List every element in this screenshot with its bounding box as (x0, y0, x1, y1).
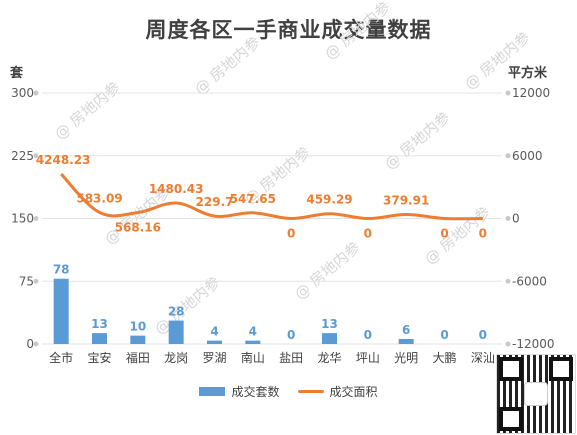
bar-data-label: 0 (364, 328, 372, 342)
legend-bar-label: 成交套数 (231, 385, 280, 399)
watermark-text: @ 房地内参 (461, 28, 534, 93)
line-data-label: 0 (287, 227, 295, 241)
legend-line-label: 成交面积 (329, 385, 378, 399)
left-tick-label: 300 (11, 86, 34, 100)
left-tick-dot (33, 341, 39, 347)
left-tick-dot (33, 278, 39, 284)
right-tick-label: 0 (512, 212, 520, 226)
left-tick-label: 225 (11, 149, 34, 163)
legend-line-swatch (297, 390, 324, 393)
x-tick-label: 盐田 (279, 351, 303, 365)
bar-data-label: 0 (479, 328, 487, 342)
x-tick-label: 罗湖 (202, 350, 226, 365)
line-data-label: 0 (479, 227, 487, 241)
bar-data-label: 28 (168, 305, 185, 319)
x-tick-label: 南山 (241, 350, 265, 365)
bar-data-label: 78 (53, 263, 70, 277)
line-data-label: 379.91 (383, 194, 429, 208)
x-tick-label: 光明 (394, 351, 418, 365)
line-data-label: 547.65 (230, 192, 276, 206)
left-tick-dot (33, 216, 39, 221)
line-data-label: 583.09 (76, 191, 122, 205)
bar (245, 340, 261, 344)
watermark-text: @ 房地内参 (381, 108, 454, 173)
bar-data-label: 4 (210, 325, 218, 339)
legend-item-line: 成交面积 (297, 383, 378, 400)
line-data-label: 459.29 (306, 193, 352, 207)
x-tick-label: 龙华 (317, 351, 341, 365)
right-tick-dot (505, 90, 511, 96)
line-data-label: 568.16 (115, 221, 161, 235)
legend: 成交套数 成交面积 (0, 383, 577, 400)
line-data-label: 0 (364, 227, 372, 241)
left-tick-label: 75 (19, 274, 34, 288)
right-tick-dot (505, 341, 511, 347)
bar (207, 340, 222, 344)
bar (53, 278, 69, 344)
watermark-text: @ 房地内参 (191, 33, 264, 98)
right-tick-dot (505, 278, 511, 284)
line-data-label: 1480.43 (149, 182, 204, 196)
right-tick-dot (505, 216, 511, 221)
bar-data-label: 13 (91, 317, 108, 331)
bar (322, 333, 337, 344)
x-tick-label: 福田 (126, 350, 150, 365)
qr-code-image (496, 354, 576, 434)
left-tick-dot (33, 90, 39, 96)
watermark-text: @ 房地内参 (321, 0, 394, 63)
bar-data-label: 0 (287, 328, 295, 342)
bar-data-label: 13 (321, 317, 338, 331)
right-tick-label: -6000 (512, 274, 547, 288)
bar-data-label: 10 (129, 320, 146, 334)
area-line-series (60, 173, 483, 221)
right-tick-label: 6000 (512, 149, 543, 163)
line-data-label: 229.7 (196, 195, 234, 209)
left-tick-label: 150 (11, 212, 34, 226)
watermark-text: @ 房地内参 (51, 78, 124, 143)
bar (168, 320, 184, 344)
bar-data-label: 0 (440, 328, 448, 342)
right-tick-label: 12000 (512, 86, 550, 100)
bar-data-label: 6 (402, 323, 410, 337)
right-tick-label: -12000 (512, 337, 555, 351)
left-tick-dot (33, 153, 39, 159)
x-tick-label: 深汕 (471, 351, 495, 365)
bar (398, 338, 414, 344)
x-tick-label: 全市 (49, 350, 73, 365)
x-tick-label: 宝安 (87, 350, 111, 365)
legend-bar-swatch (199, 387, 226, 396)
chart-title: 周度各区一手商业成交量数据 (145, 18, 432, 42)
line-data-label: 0 (440, 227, 448, 241)
watermark-text: @ 房地内参 (291, 238, 364, 303)
x-tick-label: 坪山 (356, 351, 380, 365)
bar (92, 333, 107, 344)
legend-item-bars: 成交套数 (199, 383, 280, 400)
left-axis-unit: 套 (10, 66, 24, 81)
left-tick-label: 0 (26, 337, 34, 351)
bar (130, 335, 146, 344)
line-data-label: 4248.23 (36, 153, 91, 167)
x-tick-label: 龙岗 (164, 351, 188, 365)
right-axis-unit: 平方米 (508, 66, 548, 81)
right-tick-dot (505, 153, 511, 159)
x-tick-label: 大鹏 (432, 351, 456, 365)
bar-data-label: 4 (249, 325, 257, 339)
